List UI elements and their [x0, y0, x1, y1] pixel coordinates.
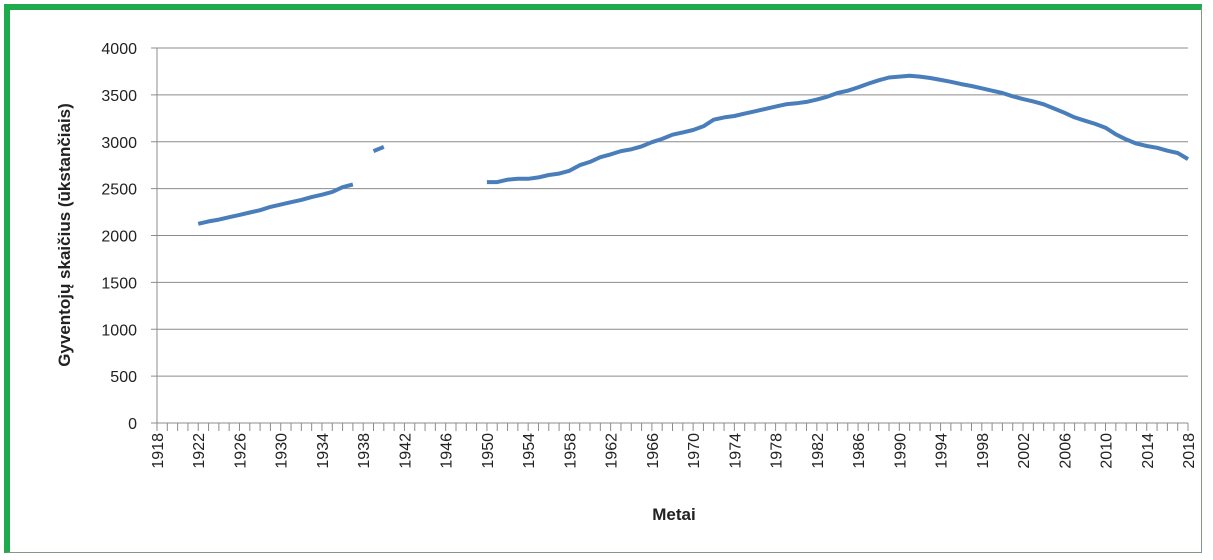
x-tick-label: 1978 — [769, 433, 786, 469]
x-tick-label: 2018 — [1181, 433, 1198, 469]
x-tick-label: 2006 — [1057, 433, 1074, 469]
y-tick-label: 1500 — [101, 275, 137, 292]
data-series — [197, 73, 1190, 226]
x-tick-label: 1926 — [232, 433, 249, 469]
x-tick-label: 1998 — [975, 433, 992, 469]
x-tick-label: 1970 — [686, 433, 703, 469]
y-tick-label: 3000 — [101, 135, 137, 152]
chart-frame — [4, 4, 1202, 553]
x-axis-ticks: 1918 1922 1926 1930 1934 1938 1942 1946 1950 1954… — [150, 423, 1198, 469]
x-tick-label: 1938 — [356, 433, 373, 469]
x-tick-label: 1958 — [562, 433, 579, 469]
y-tick-label: 2000 — [101, 229, 137, 246]
series-line-segment — [486, 73, 1190, 185]
x-tick-label: 1934 — [315, 433, 332, 469]
x-tick-label: 1974 — [727, 433, 744, 469]
y-axis-ticks: 0 500 1000 1500 2000 2500 3000 3500 4000 — [101, 41, 157, 433]
x-tick-label: 1982 — [810, 433, 827, 469]
x-axis-title: Metai — [652, 505, 695, 524]
x-tick-label: 1966 — [645, 433, 662, 469]
x-tick-label: 1990 — [892, 433, 909, 469]
y-tick-label: 4000 — [101, 41, 137, 58]
y-tick-label: 3500 — [101, 88, 137, 105]
x-tick-label: 1942 — [397, 433, 414, 469]
x-tick-label: 2010 — [1099, 433, 1116, 469]
x-tick-label: 2002 — [1016, 433, 1033, 469]
x-tick-label: 1918 — [150, 433, 167, 469]
x-tick-label: 1986 — [851, 433, 868, 469]
x-tick-label: 1962 — [604, 433, 621, 469]
x-tick-label: 1930 — [274, 433, 291, 469]
x-tick-label: 1994 — [934, 433, 951, 469]
y-axis-title: Gyventojų skaičius (ūkstančiais) — [55, 103, 74, 367]
y-tick-label: 1000 — [101, 322, 137, 339]
x-tick-label: 1946 — [439, 433, 456, 469]
x-tick-label: 1922 — [191, 433, 208, 469]
grid-lines — [157, 47, 1188, 377]
y-tick-label: 2500 — [101, 182, 137, 199]
series-line-segment — [197, 182, 354, 226]
y-tick-label: 500 — [110, 369, 137, 386]
y-tick-label: 0 — [128, 416, 137, 433]
x-tick-label: 1954 — [521, 433, 538, 469]
x-tick-label: 2014 — [1140, 433, 1157, 469]
x-tick-label: 1950 — [480, 433, 497, 469]
series-line-segment — [372, 145, 385, 153]
